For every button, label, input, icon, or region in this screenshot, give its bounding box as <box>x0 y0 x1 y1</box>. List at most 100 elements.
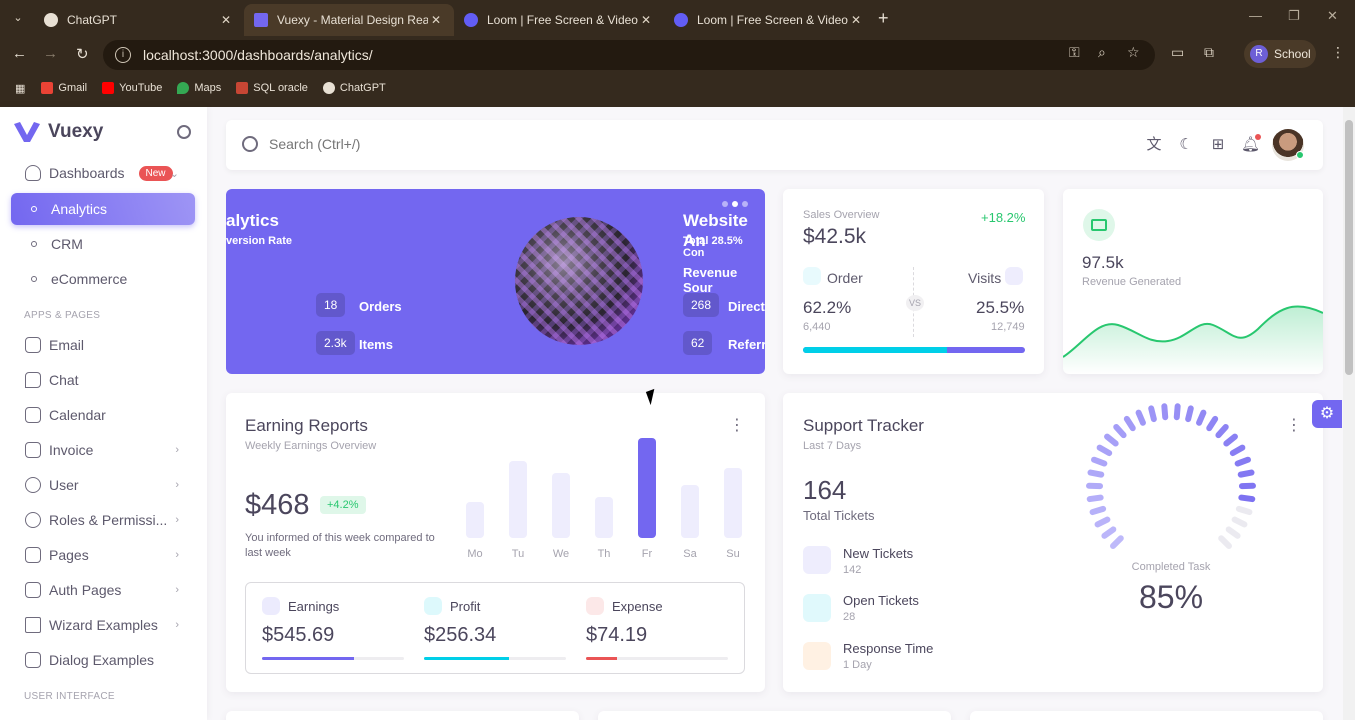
bookmark-maps[interactable]: Maps <box>177 82 221 94</box>
site-info-icon[interactable]: i <box>115 47 131 63</box>
sidebar-item-invoice[interactable]: Invoice › <box>11 434 195 466</box>
carousel-dot[interactable] <box>722 201 728 207</box>
sidebar-item-label: Email <box>49 337 85 353</box>
carousel-dot-active[interactable] <box>732 201 738 207</box>
tab-loom-2[interactable]: Loom | Free Screen & Video Recording ✕ <box>664 4 874 36</box>
translate-icon[interactable]: 文 <box>1146 136 1162 153</box>
earnings-stats-box: Earnings $545.69 Profit $256.34 Expense $74.1… <box>245 582 745 674</box>
search-input[interactable] <box>269 136 569 152</box>
shortcuts-grid-icon[interactable]: ⊞ <box>1211 136 1225 153</box>
more-menu-icon[interactable]: ⋮ <box>1331 44 1345 60</box>
bookmark-label: ChatGPT <box>339 82 386 94</box>
earnings-bar-mo <box>466 502 484 538</box>
chat-icon <box>25 372 41 388</box>
theme-moon-icon[interactable]: ☾ <box>1179 136 1193 153</box>
bookmark-sql-oracle[interactable]: SQL oracle <box>236 82 308 94</box>
earnings-bar-th <box>595 497 613 538</box>
bookmark-label: Gmail <box>58 82 88 94</box>
gmail-icon <box>41 82 54 94</box>
close-tab-icon[interactable]: ✕ <box>220 13 232 27</box>
sidebar-item-wizard[interactable]: Wizard Examples › <box>11 609 195 641</box>
sidebar-item-email[interactable]: Email <box>11 329 195 361</box>
bookmark-star-icon[interactable]: ☆ <box>1127 44 1140 60</box>
day-label: Th <box>597 548 611 560</box>
check-circle-icon <box>803 594 831 622</box>
close-tab-icon[interactable]: ✕ <box>430 13 442 27</box>
apps-grid-icon[interactable]: ▦ <box>15 82 26 95</box>
link-icon <box>1005 267 1023 285</box>
sidebar-item-label: Calendar <box>49 407 106 423</box>
sidebar-item-dashboards[interactable]: Dashboards New ⌄ <box>11 157 195 189</box>
sidebar-item-auth-pages[interactable]: Auth Pages › <box>11 574 195 606</box>
address-bar[interactable]: i localhost:3000/dashboards/analytics/ <box>103 40 1155 70</box>
bookmark-gmail[interactable]: Gmail <box>41 82 87 94</box>
sidebar-item-calendar[interactable]: Calendar <box>11 399 195 431</box>
chatgpt-favicon-icon <box>44 13 58 27</box>
sidebar-pin-icon[interactable] <box>177 125 191 139</box>
sidebar-item-chat[interactable]: Chat <box>11 364 195 396</box>
visits-label: Visits <box>968 270 1002 286</box>
order-visits-progress <box>803 347 1025 353</box>
day-label: Fr <box>641 548 653 560</box>
gauge-dash <box>1085 482 1104 490</box>
new-badge: New <box>138 165 173 181</box>
cart-icon <box>803 267 821 285</box>
back-arrow-icon[interactable]: ← <box>12 45 27 62</box>
bookmark-chatgpt[interactable]: ChatGPT <box>322 82 386 94</box>
carousel-dot[interactable] <box>742 201 748 207</box>
search-icon[interactable] <box>242 136 258 152</box>
sidebar-item-pages[interactable]: Pages › <box>11 539 195 571</box>
sidebar-item-dialog[interactable]: Dialog Examples <box>11 644 195 676</box>
sidebar-item-roles[interactable]: Roles & Permissi... › <box>11 504 195 536</box>
minimize-icon[interactable]: — <box>1249 8 1262 23</box>
stat-value: $256.34 <box>424 624 497 646</box>
close-tab-icon[interactable]: ✕ <box>850 13 862 27</box>
brand-name: Vuexy <box>48 121 104 142</box>
sidebar-item-user[interactable]: User › <box>11 469 195 501</box>
stat-chip: 62 <box>683 331 713 355</box>
maps-icon <box>177 82 190 94</box>
sidebar-item-crm[interactable]: CRM <box>11 228 195 260</box>
scrollbar-thumb[interactable] <box>1345 120 1353 375</box>
tab-chatgpt[interactable]: ChatGPT ✕ <box>34 4 244 36</box>
gauge-dash <box>1147 404 1158 423</box>
bookmark-youtube[interactable]: YouTube <box>102 82 162 94</box>
stat-progress <box>262 657 404 660</box>
sidebar-item-ecommerce[interactable]: eCommerce <box>11 263 195 295</box>
earnings-bar-we <box>552 473 570 538</box>
gauge-dash <box>1161 403 1169 421</box>
new-tab-button[interactable]: + <box>878 8 889 28</box>
gauge-dash <box>1095 443 1114 458</box>
tab-strip: ⌄ ChatGPT ✕ Vuexy - Material Design Reac… <box>0 0 1355 36</box>
reload-icon[interactable]: ↻ <box>76 46 89 63</box>
brand-logo[interactable]: Vuexy <box>14 121 103 143</box>
more-options-icon[interactable]: ⋮ <box>1286 417 1302 434</box>
customizer-settings-button[interactable]: ⚙ <box>1312 400 1342 428</box>
tab-vuexy[interactable]: Vuexy - Material Design React Admin ✕ <box>244 4 454 36</box>
sidebar-item-label: Pages <box>49 547 89 563</box>
password-key-icon[interactable]: ⚿ <box>1069 44 1080 60</box>
sidebar-item-analytics[interactable]: Analytics <box>11 193 195 225</box>
gauge-dash <box>1233 455 1252 468</box>
extensions-icon[interactable]: ⧉ <box>1204 44 1214 60</box>
more-options-icon[interactable]: ⋮ <box>729 417 745 434</box>
close-window-icon[interactable]: ✕ <box>1327 8 1338 23</box>
profile-button[interactable]: R School <box>1244 40 1316 68</box>
stat-progress-fill <box>586 657 618 660</box>
restore-icon[interactable]: ❐ <box>1288 8 1300 23</box>
notification-bell-icon[interactable]: 🔔︎ <box>1241 136 1261 153</box>
gauge-dash <box>1237 494 1256 503</box>
chevron-right-icon: › <box>175 584 179 596</box>
stat-progress-fill <box>424 657 510 660</box>
sidebar-item-label: Dashboards <box>49 165 125 181</box>
3d-sphere-illustration <box>515 217 643 345</box>
tab-loom-1[interactable]: Loom | Free Screen & Video Recording ✕ <box>454 4 664 36</box>
forward-arrow-icon[interactable]: → <box>43 45 58 62</box>
close-tab-icon[interactable]: ✕ <box>640 13 652 27</box>
tab-search-icon[interactable]: ⌄ <box>13 12 23 24</box>
zoom-icon[interactable]: ⌕ <box>1098 44 1106 60</box>
stat-chip: 2.3k <box>316 331 355 355</box>
stat-label: Referr <box>728 337 765 352</box>
website-analytics-carousel[interactable]: alytics version Rate 18 Orders 2.3k Item… <box>226 189 765 374</box>
cast-icon[interactable]: ▭ <box>1171 44 1185 60</box>
